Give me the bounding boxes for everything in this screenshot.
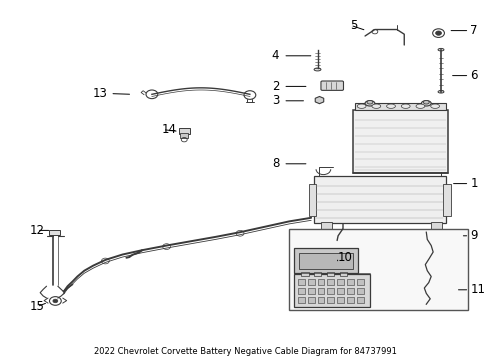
Bar bbox=[314, 176, 446, 223]
Text: 10: 10 bbox=[338, 251, 353, 264]
Ellipse shape bbox=[357, 104, 366, 108]
Bar bbox=[337, 297, 344, 303]
Bar bbox=[179, 128, 190, 134]
Bar bbox=[357, 279, 364, 285]
Bar bbox=[301, 272, 309, 276]
Bar bbox=[314, 272, 321, 276]
Text: 13: 13 bbox=[93, 87, 108, 100]
Bar bbox=[308, 288, 315, 294]
Text: 7: 7 bbox=[470, 24, 478, 37]
Bar bbox=[347, 279, 354, 285]
Bar bbox=[337, 279, 344, 285]
Text: 12: 12 bbox=[29, 224, 45, 237]
Bar bbox=[318, 288, 324, 294]
Polygon shape bbox=[315, 96, 324, 104]
Bar bbox=[357, 288, 364, 294]
Ellipse shape bbox=[431, 104, 440, 108]
Circle shape bbox=[53, 299, 58, 303]
Bar bbox=[308, 297, 315, 303]
Bar bbox=[431, 222, 442, 230]
Ellipse shape bbox=[365, 100, 375, 106]
Bar bbox=[327, 279, 334, 285]
Text: 1: 1 bbox=[470, 177, 478, 190]
Bar bbox=[337, 288, 344, 294]
Bar bbox=[294, 274, 370, 307]
Ellipse shape bbox=[387, 104, 395, 108]
Ellipse shape bbox=[314, 68, 321, 71]
Ellipse shape bbox=[372, 104, 381, 108]
Bar bbox=[298, 288, 305, 294]
FancyBboxPatch shape bbox=[321, 81, 343, 90]
Ellipse shape bbox=[401, 104, 410, 108]
Bar bbox=[289, 229, 468, 310]
Bar bbox=[318, 279, 324, 285]
Text: 9: 9 bbox=[470, 229, 478, 242]
Bar bbox=[321, 222, 332, 230]
Text: 5: 5 bbox=[350, 19, 358, 32]
Bar bbox=[294, 248, 358, 273]
Bar bbox=[49, 230, 60, 235]
Text: 11: 11 bbox=[470, 283, 486, 296]
Bar bbox=[357, 297, 364, 303]
Text: 15: 15 bbox=[29, 300, 44, 313]
Text: 6: 6 bbox=[470, 69, 478, 82]
Text: 8: 8 bbox=[272, 157, 279, 170]
Bar bbox=[180, 133, 188, 138]
Bar bbox=[443, 184, 451, 216]
Bar bbox=[347, 297, 354, 303]
Text: 2022 Chevrolet Corvette Battery Negative Cable Diagram for 84737991: 2022 Chevrolet Corvette Battery Negative… bbox=[94, 346, 396, 356]
Text: 2: 2 bbox=[272, 80, 279, 93]
Bar bbox=[327, 288, 334, 294]
Bar bbox=[353, 110, 448, 173]
Text: 3: 3 bbox=[272, 94, 279, 107]
Bar bbox=[298, 297, 305, 303]
Text: 14: 14 bbox=[162, 123, 177, 136]
Bar bbox=[308, 279, 315, 285]
Bar bbox=[347, 288, 354, 294]
Text: 4: 4 bbox=[272, 49, 279, 62]
Bar bbox=[327, 272, 334, 276]
Ellipse shape bbox=[438, 49, 444, 51]
Circle shape bbox=[436, 31, 441, 35]
Bar bbox=[340, 272, 347, 276]
Bar bbox=[327, 297, 334, 303]
Ellipse shape bbox=[423, 100, 429, 104]
Bar bbox=[298, 279, 305, 285]
Bar bbox=[355, 103, 446, 110]
Ellipse shape bbox=[438, 91, 444, 93]
Ellipse shape bbox=[416, 104, 425, 108]
Ellipse shape bbox=[421, 100, 431, 106]
Ellipse shape bbox=[367, 100, 373, 104]
Bar bbox=[299, 253, 353, 269]
Bar bbox=[318, 297, 324, 303]
Bar bbox=[309, 184, 316, 216]
